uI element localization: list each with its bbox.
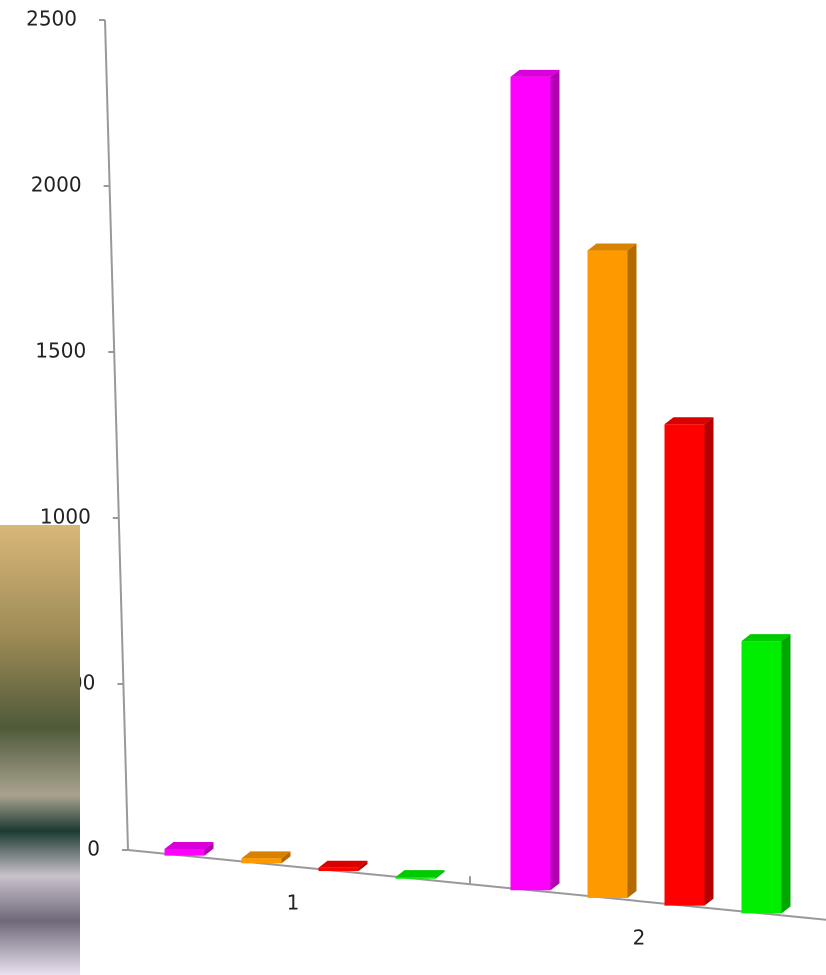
bar-top bbox=[395, 870, 445, 878]
bar bbox=[587, 250, 628, 898]
bar-side bbox=[627, 243, 637, 898]
bar-side bbox=[550, 69, 560, 891]
bar-top bbox=[318, 860, 368, 868]
y-tick-label: 2000 bbox=[31, 173, 82, 197]
bar-top bbox=[741, 634, 791, 642]
bar-side bbox=[204, 842, 214, 856]
x-tick-label: 1 bbox=[287, 891, 300, 915]
bar bbox=[741, 641, 782, 914]
bar-top bbox=[241, 851, 291, 859]
y-tick-label: 1500 bbox=[35, 339, 86, 363]
bar-top bbox=[587, 243, 637, 251]
x-axis bbox=[127, 849, 826, 921]
photo-overlay bbox=[0, 525, 80, 975]
plot-area: 0500100015002000250012 bbox=[26, 7, 826, 949]
bar-top bbox=[510, 69, 560, 77]
bar bbox=[510, 76, 551, 891]
bar-side bbox=[281, 851, 291, 864]
bar bbox=[241, 858, 282, 864]
x-tick-label: 2 bbox=[633, 925, 646, 949]
y-tick-label: 1000 bbox=[40, 505, 91, 529]
y-tick-label: 0 bbox=[87, 837, 100, 861]
bar bbox=[664, 424, 705, 906]
bar bbox=[318, 867, 359, 872]
bar-side bbox=[358, 860, 368, 872]
bar-side bbox=[435, 870, 445, 879]
bar-top bbox=[164, 842, 214, 850]
bar-side bbox=[704, 417, 714, 906]
y-tick-label: 2500 bbox=[26, 7, 77, 31]
bar-side bbox=[781, 634, 791, 914]
bar bbox=[164, 849, 205, 856]
bar bbox=[395, 877, 436, 879]
bar-top bbox=[664, 417, 714, 425]
y-axis bbox=[104, 19, 129, 851]
